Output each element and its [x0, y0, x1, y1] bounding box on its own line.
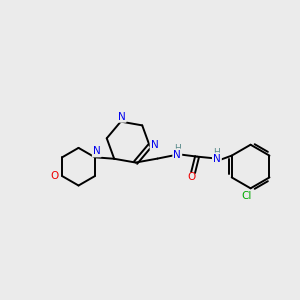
Text: Cl: Cl	[242, 191, 252, 201]
Text: N: N	[213, 154, 221, 164]
Text: N: N	[173, 150, 181, 160]
Text: O: O	[187, 172, 195, 182]
Text: N: N	[118, 112, 126, 122]
Text: O: O	[50, 171, 58, 181]
Text: H: H	[214, 148, 220, 157]
Text: H: H	[174, 144, 181, 153]
Text: N: N	[151, 140, 158, 150]
Text: N: N	[93, 146, 101, 156]
